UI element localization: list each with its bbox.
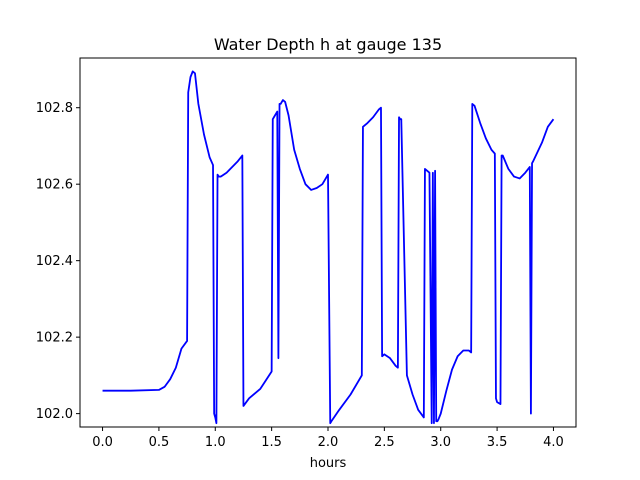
y-tick-label: 102.2	[36, 331, 73, 346]
x-axis-ticks: 0.0 0.5 1.0 1.5 2.0 2.5 3.0 3.5 4.0	[92, 427, 564, 450]
x-tick-label: 1.0	[205, 435, 226, 450]
x-tick-label: 3.0	[430, 435, 451, 450]
series-layer	[102, 70, 555, 425]
x-tick-label: 3.5	[487, 435, 508, 450]
y-tick-label: 102.6	[36, 178, 73, 193]
x-axis-label: hours	[310, 456, 347, 471]
x-tick-label: 0.0	[92, 435, 113, 450]
x-tick-label: 1.5	[261, 435, 282, 450]
x-tick-label: 4.0	[543, 435, 564, 450]
y-tick-label: 102.8	[36, 101, 73, 116]
x-tick-label: 2.0	[318, 435, 339, 450]
chart-title: Water Depth h at gauge 135	[214, 35, 442, 54]
y-axis-ticks: 102.0 102.2 102.4 102.6 102.8	[36, 101, 80, 422]
series-line-0	[102, 70, 555, 425]
x-tick-label: 0.5	[149, 435, 170, 450]
x-tick-label: 2.5	[374, 435, 395, 450]
y-tick-label: 102.0	[36, 407, 73, 422]
y-tick-label: 102.4	[36, 254, 73, 269]
